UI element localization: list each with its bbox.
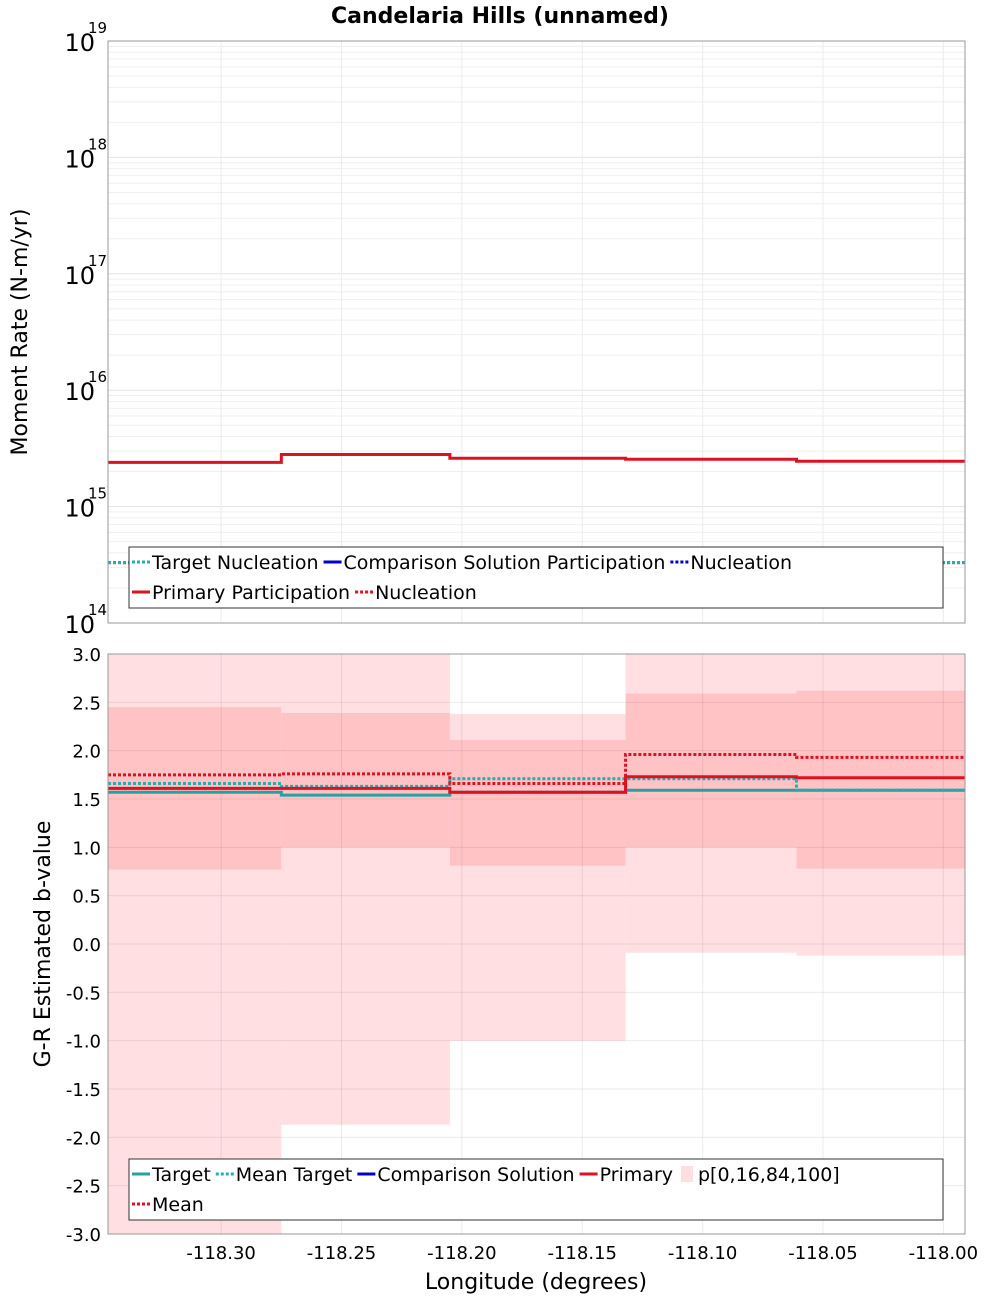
legend-label: Primary xyxy=(600,1164,673,1186)
legend-label: Primary Participation xyxy=(152,582,350,604)
legend-label: Nucleation xyxy=(690,552,792,574)
bottom-y-tick-label: -2.5 xyxy=(66,1177,101,1198)
bottom-y-tick-label: -1.0 xyxy=(66,1032,101,1053)
x-tick-label: -118.25 xyxy=(307,1243,376,1264)
percentile-band-inner xyxy=(796,690,965,869)
chart-title: Candelaria Hills (unnamed) xyxy=(331,4,669,29)
bottom-y-tick-labels: -3.0 -2.5 -2.0 -1.5 -1.0 -0.5 0.0 0.5 1.0 1.5 2.0 2… xyxy=(66,645,101,1246)
legend-label: Mean xyxy=(152,1194,204,1216)
bottom-y-tick-label: -3.0 xyxy=(66,1225,101,1246)
bottom-y-axis-label: G-R Estimated b-value xyxy=(31,821,56,1068)
top-y-tick-base: 10 xyxy=(64,495,95,523)
bottom-y-tick-label: 1.5 xyxy=(72,790,101,811)
legend-label: Comparison Solution xyxy=(377,1164,574,1186)
top-y-tick-base: 10 xyxy=(64,262,95,290)
bottom-y-tick-label: 1.0 xyxy=(72,838,101,859)
top-y-axis-label: Moment Rate (N-m/yr) xyxy=(8,209,33,456)
percentile-band-inner xyxy=(281,712,450,848)
bottom-y-tick-label: -1.5 xyxy=(66,1080,101,1101)
legend-label: Target xyxy=(151,1164,211,1186)
bottom-y-tick-label: 0.5 xyxy=(72,887,101,908)
bottom-y-tick-label: 2.0 xyxy=(72,742,101,763)
bottom-plot-frame xyxy=(107,653,966,1235)
x-axis-label: Longitude (degrees) xyxy=(425,1270,647,1295)
top-y-tick-exponent: 15 xyxy=(88,485,107,503)
bottom-y-tick-label: -2.0 xyxy=(66,1128,101,1149)
top-y-tick-exponent: 18 xyxy=(88,135,107,153)
legend-swatch xyxy=(681,1166,693,1182)
legend-label: p[0,16,84,100] xyxy=(698,1164,840,1186)
legend-box xyxy=(128,546,944,609)
top-y-tick-exponent: 17 xyxy=(88,252,107,270)
bottom-series-line xyxy=(108,775,965,794)
top-series-line xyxy=(108,453,965,464)
x-tick-label: -118.10 xyxy=(668,1243,737,1264)
bottom-y-tick-label: 3.0 xyxy=(72,645,101,666)
bottom-legend: Target Mean Target Comparison Solution Prim… xyxy=(128,1158,944,1221)
top-y-tick-base: 10 xyxy=(64,378,95,406)
bottom-y-tick-label: 2.5 xyxy=(72,693,101,714)
x-tick-label: -118.15 xyxy=(547,1243,616,1264)
bottom-series xyxy=(108,753,965,797)
top-y-tick-exponent: 16 xyxy=(88,368,107,386)
top-gridlines xyxy=(108,41,965,624)
bottom-percentile-bands xyxy=(108,654,965,1234)
legend-label: Target Nucleation xyxy=(151,552,319,574)
bottom-series-line xyxy=(108,753,965,786)
top-legend: Target Nucleation Comparison Solution Par… xyxy=(128,546,944,609)
top-y-tick-base: 10 xyxy=(64,145,95,173)
bottom-y-tick-label: 0.0 xyxy=(72,935,101,956)
top-y-tick-exponent: 14 xyxy=(88,601,107,619)
legend-label: Mean Target xyxy=(236,1164,353,1186)
x-tick-label: -118.00 xyxy=(909,1243,978,1264)
x-tick-label: -118.30 xyxy=(186,1243,255,1264)
top-y-tick-base: 10 xyxy=(64,29,95,57)
bottom-panel: -3.0 -2.5 -2.0 -1.5 -1.0 -0.5 0.0 0.5 1.0 1.5 2.0 2… xyxy=(31,645,978,1295)
percentile-band-inner xyxy=(625,693,797,848)
legend-label: Comparison Solution Participation xyxy=(344,552,666,574)
bottom-gridlines xyxy=(108,653,965,1235)
x-tick-label: -118.05 xyxy=(788,1243,857,1264)
legend-label: Nucleation xyxy=(375,582,477,604)
top-y-tick-exponent: 19 xyxy=(88,19,107,37)
bottom-y-tick-label: -0.5 xyxy=(66,983,101,1004)
legend-box xyxy=(128,1158,944,1221)
percentile-band-inner xyxy=(449,740,626,866)
top-y-tick-base: 10 xyxy=(64,611,95,639)
x-tick-label: -118.20 xyxy=(427,1243,496,1264)
bottom-x-tick-labels: -118.30 -118.25 -118.20 -118.15 -118.10 -118.… xyxy=(186,1243,978,1264)
top-plot-frame xyxy=(107,40,966,624)
